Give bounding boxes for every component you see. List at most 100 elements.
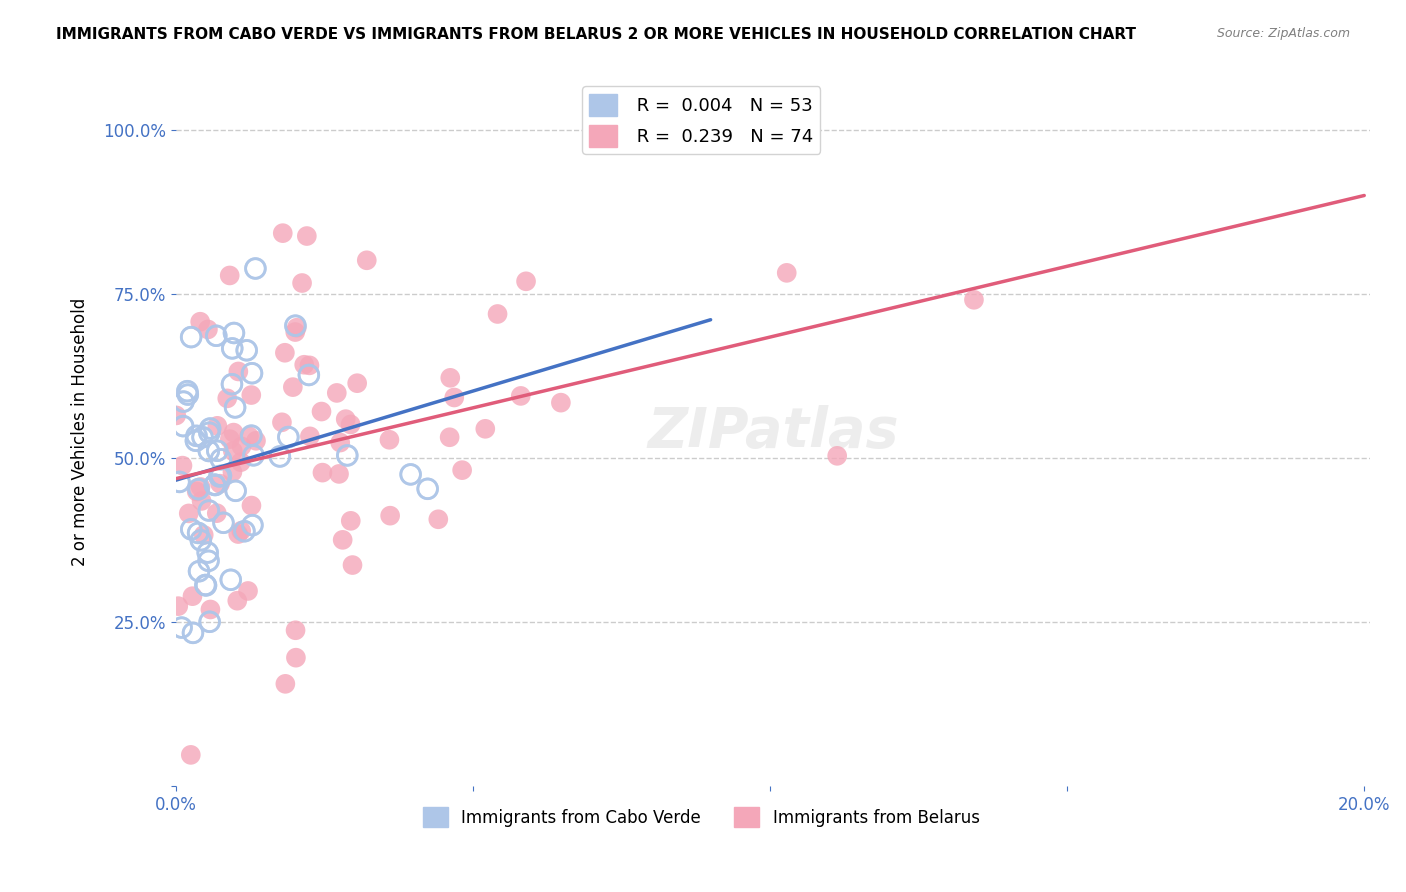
Immigrants from Belarus bbox=[443, 391, 465, 405]
Immigrants from Belarus bbox=[311, 404, 333, 418]
Immigrants from Belarus bbox=[228, 364, 250, 378]
Point bbox=[204, 478, 226, 492]
Immigrants from Cabo Verde bbox=[204, 478, 226, 492]
Immigrants from Belarus bbox=[427, 512, 450, 526]
Immigrants from Belarus bbox=[328, 467, 350, 481]
Point bbox=[184, 434, 207, 448]
Immigrants from Cabo Verde bbox=[284, 318, 307, 333]
Immigrants from Cabo Verde bbox=[204, 477, 226, 491]
Immigrants from Belarus bbox=[776, 266, 799, 280]
Immigrants from Belarus bbox=[218, 432, 240, 446]
Immigrants from Belarus bbox=[217, 392, 239, 406]
Immigrants from Cabo Verde bbox=[187, 525, 209, 540]
Point bbox=[221, 342, 243, 356]
Immigrants from Belarus bbox=[439, 430, 461, 444]
Immigrants from Belarus bbox=[181, 589, 204, 603]
Point bbox=[284, 318, 307, 333]
Immigrants from Belarus bbox=[439, 371, 461, 385]
Point bbox=[298, 368, 321, 382]
Immigrants from Belarus bbox=[451, 463, 474, 477]
Immigrants from Belarus bbox=[207, 418, 229, 433]
Immigrants from Belarus bbox=[326, 385, 349, 400]
Point bbox=[233, 524, 256, 539]
Immigrants from Cabo Verde bbox=[184, 434, 207, 448]
Immigrants from Belarus bbox=[231, 439, 253, 453]
Point bbox=[245, 261, 267, 276]
Immigrants from Belarus bbox=[346, 376, 368, 391]
Immigrants from Cabo Verde bbox=[180, 330, 202, 344]
Immigrants from Belarus bbox=[284, 624, 307, 638]
Point bbox=[197, 554, 219, 568]
Point bbox=[187, 525, 209, 540]
Immigrants from Cabo Verde bbox=[187, 482, 209, 496]
Immigrants from Cabo Verde bbox=[207, 443, 229, 458]
Immigrants from Belarus bbox=[193, 528, 215, 542]
Immigrants from Belarus bbox=[509, 389, 531, 403]
Point bbox=[209, 452, 232, 467]
Immigrants from Cabo Verde bbox=[190, 533, 212, 548]
Immigrants from Cabo Verde bbox=[209, 452, 232, 467]
Immigrants from Belarus bbox=[329, 435, 352, 450]
Immigrants from Belarus bbox=[165, 409, 187, 423]
Immigrants from Cabo Verde bbox=[269, 450, 291, 464]
Immigrants from Cabo Verde bbox=[240, 428, 263, 442]
Immigrants from Cabo Verde bbox=[235, 343, 257, 358]
Immigrants from Belarus bbox=[284, 325, 307, 339]
Point bbox=[240, 428, 263, 442]
Immigrants from Belarus bbox=[172, 458, 194, 473]
Immigrants from Belarus bbox=[240, 499, 263, 513]
Immigrants from Cabo Verde bbox=[186, 429, 208, 443]
Immigrants from Belarus bbox=[474, 422, 496, 436]
Immigrants from Cabo Verde bbox=[191, 430, 214, 444]
Point bbox=[194, 578, 217, 592]
Immigrants from Belarus bbox=[209, 476, 232, 491]
Point bbox=[181, 626, 204, 640]
Immigrants from Belarus bbox=[245, 434, 267, 448]
Point bbox=[277, 430, 299, 444]
Immigrants from Cabo Verde bbox=[240, 366, 263, 380]
Immigrants from Cabo Verde bbox=[245, 261, 267, 276]
Point bbox=[207, 443, 229, 458]
Point bbox=[221, 377, 243, 392]
Immigrants from Belarus bbox=[295, 229, 318, 244]
Point bbox=[198, 444, 221, 458]
Immigrants from Cabo Verde bbox=[195, 578, 218, 592]
Point bbox=[169, 475, 191, 489]
Text: ZIPatlas: ZIPatlas bbox=[647, 405, 898, 458]
Point bbox=[198, 503, 221, 517]
Immigrants from Belarus bbox=[205, 506, 228, 520]
Immigrants from Belarus bbox=[825, 449, 848, 463]
Immigrants from Belarus bbox=[197, 322, 219, 336]
Immigrants from Belarus bbox=[167, 599, 190, 614]
Immigrants from Cabo Verde bbox=[198, 503, 221, 517]
Immigrants from Belarus bbox=[180, 747, 202, 762]
Immigrants from Belarus bbox=[226, 527, 249, 541]
Point bbox=[180, 522, 202, 536]
Immigrants from Belarus bbox=[298, 359, 321, 373]
Immigrants from Cabo Verde bbox=[219, 573, 242, 587]
Immigrants from Belarus bbox=[190, 480, 212, 494]
Immigrants from Cabo Verde bbox=[242, 448, 264, 462]
Point bbox=[176, 384, 198, 399]
Immigrants from Belarus bbox=[271, 415, 294, 429]
Text: Source: ZipAtlas.com: Source: ZipAtlas.com bbox=[1216, 27, 1350, 40]
Immigrants from Belarus bbox=[298, 429, 321, 443]
Immigrants from Belarus bbox=[236, 584, 259, 599]
Point bbox=[242, 518, 264, 533]
Point bbox=[225, 483, 247, 498]
Point bbox=[186, 429, 208, 443]
Immigrants from Cabo Verde bbox=[198, 615, 221, 629]
Point bbox=[269, 450, 291, 464]
Point bbox=[197, 545, 219, 559]
Immigrants from Belarus bbox=[200, 602, 222, 616]
Immigrants from Cabo Verde bbox=[188, 564, 211, 578]
Immigrants from Belarus bbox=[486, 307, 509, 321]
Immigrants from Belarus bbox=[240, 388, 263, 402]
Immigrants from Cabo Verde bbox=[176, 384, 198, 399]
Immigrants from Belarus bbox=[281, 380, 304, 394]
Immigrants from Belarus bbox=[284, 650, 307, 665]
Immigrants from Cabo Verde bbox=[194, 578, 217, 592]
Immigrants from Belarus bbox=[339, 514, 361, 528]
Immigrants from Belarus bbox=[222, 444, 245, 458]
Point bbox=[416, 482, 439, 496]
